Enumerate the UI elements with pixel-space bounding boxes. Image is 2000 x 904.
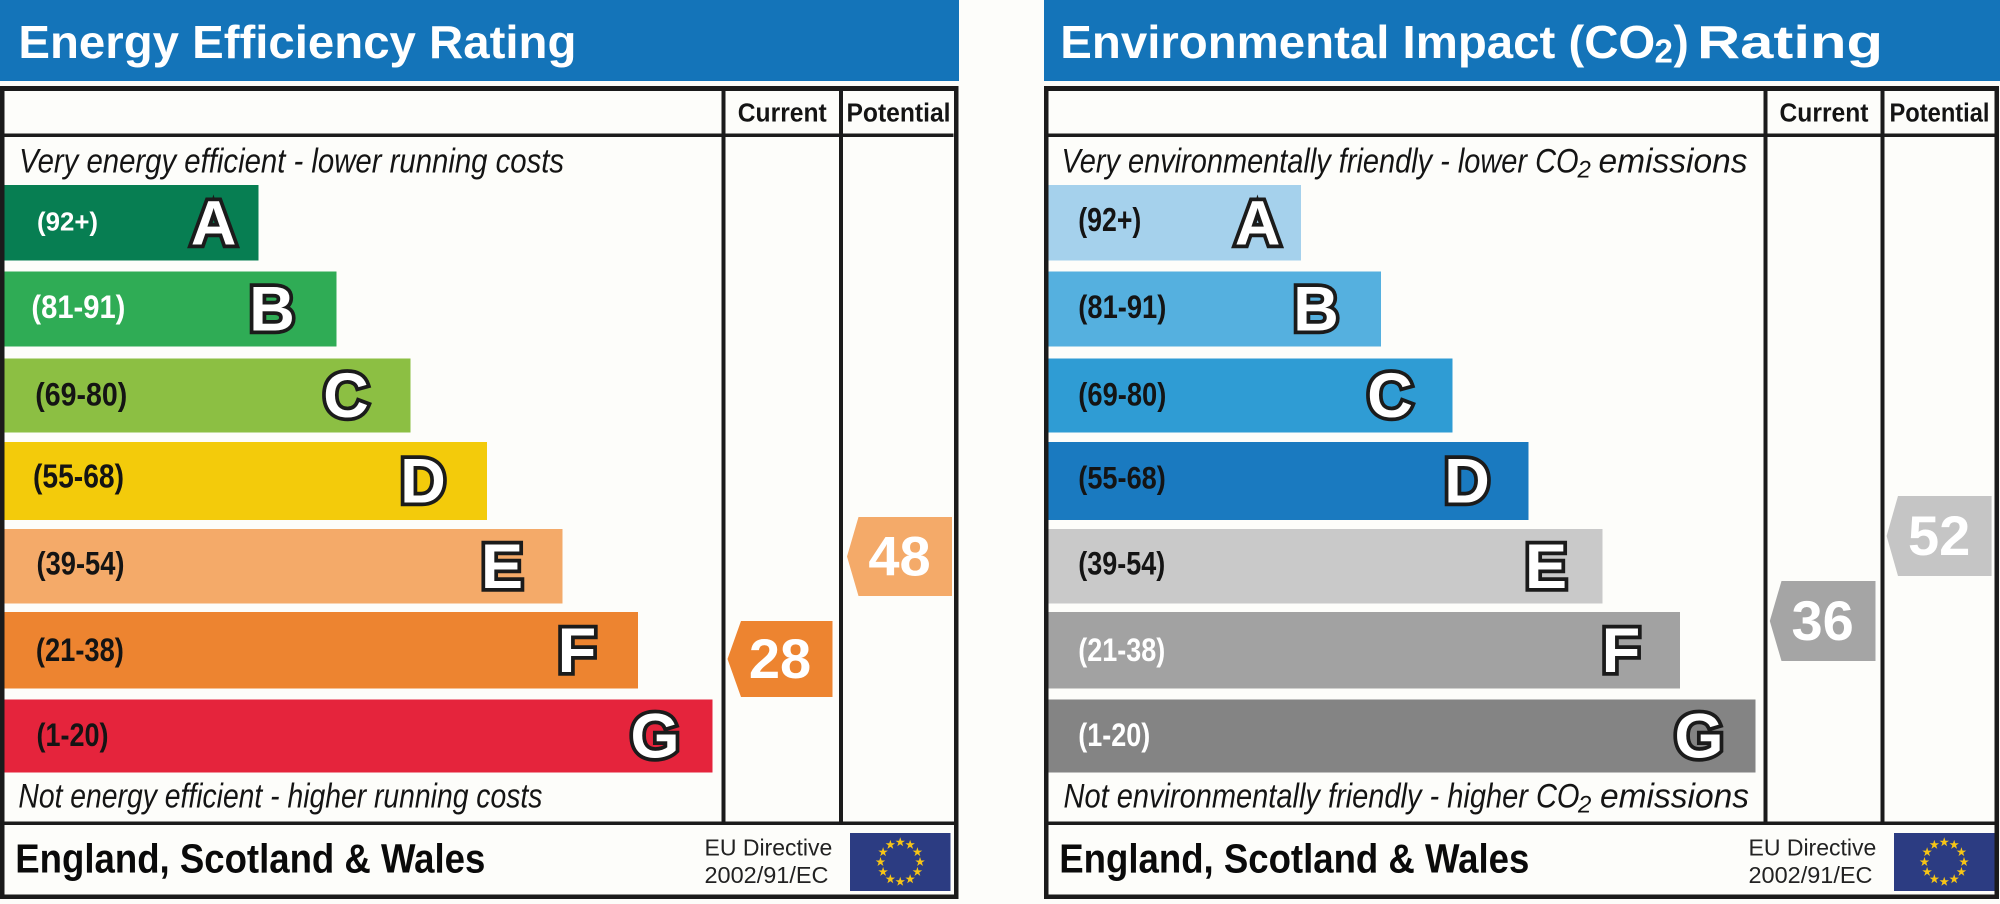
svg-text:36: 36 <box>1792 589 1854 652</box>
svg-text:England, Scotland & Wales: England, Scotland & Wales <box>15 836 485 882</box>
svg-text:2002/91/EC: 2002/91/EC <box>705 862 829 888</box>
svg-text:(92+): (92+) <box>37 207 98 237</box>
svg-text:Not energy efficient - higher: Not energy efficient - higher running co… <box>18 777 542 815</box>
svg-text:48: 48 <box>868 525 930 588</box>
svg-text:D: D <box>400 447 446 517</box>
svg-text:EU Directive: EU Directive <box>705 834 833 860</box>
svg-text:B: B <box>1293 275 1339 345</box>
svg-text:C: C <box>1367 361 1413 431</box>
svg-text:D: D <box>1444 447 1490 517</box>
svg-text:(21-38): (21-38) <box>36 632 124 668</box>
svg-text:2: 2 <box>1577 157 1591 184</box>
svg-text:C: C <box>323 361 369 431</box>
svg-text:A: A <box>191 188 237 258</box>
svg-text:(1-20): (1-20) <box>1078 717 1150 753</box>
svg-text:F: F <box>558 616 596 686</box>
svg-text:(21-38): (21-38) <box>1078 632 1165 668</box>
svg-text:Current: Current <box>738 99 827 127</box>
svg-text:(39-54): (39-54) <box>37 546 125 582</box>
svg-text:(81-91): (81-91) <box>31 289 125 325</box>
svg-text:A: A <box>1235 188 1281 258</box>
svg-text:Not environmentally friendly -: Not environmentally friendly - higher CO <box>1064 777 1580 815</box>
svg-text:Current: Current <box>1780 99 1869 127</box>
svg-text:G: G <box>1674 702 1723 772</box>
svg-text:2002/91/EC: 2002/91/EC <box>1749 862 1873 888</box>
svg-text:(81-91): (81-91) <box>1078 289 1166 325</box>
svg-text:EU Directive: EU Directive <box>1749 834 1877 860</box>
svg-text:Very energy efficient - lower: Very energy efficient - lower running co… <box>19 142 564 180</box>
svg-text:(69-80): (69-80) <box>1078 376 1166 412</box>
svg-text:28: 28 <box>749 627 811 690</box>
svg-text:E: E <box>481 532 523 602</box>
svg-text:Environmental Impact (CO: Environmental Impact (CO <box>1060 16 1655 68</box>
svg-text:emissions: emissions <box>1600 777 1749 815</box>
svg-text:(69-80): (69-80) <box>35 376 127 412</box>
svg-text:England, Scotland & Wales: England, Scotland & Wales <box>1059 836 1529 882</box>
svg-text:E: E <box>1525 532 1567 602</box>
svg-text:(55-68): (55-68) <box>33 457 124 494</box>
svg-text:B: B <box>249 275 295 345</box>
svg-text:(1-20): (1-20) <box>37 717 109 753</box>
svg-text:(39-54): (39-54) <box>1078 546 1165 582</box>
svg-text:(55-68): (55-68) <box>1078 459 1166 495</box>
svg-text:2: 2 <box>1655 33 1673 70</box>
svg-text:Energy Efficiency Rating: Energy Efficiency Rating <box>18 16 576 68</box>
svg-text:Rating: Rating <box>1697 16 1883 68</box>
svg-text:G: G <box>630 702 679 772</box>
svg-text:Potential: Potential <box>847 99 951 127</box>
svg-text:52: 52 <box>1908 504 1970 567</box>
svg-text:Potential: Potential <box>1890 99 1990 127</box>
svg-text:emissions: emissions <box>1599 142 1748 180</box>
svg-text:Very environmentally friendly: Very environmentally friendly - lower CO <box>1062 142 1579 180</box>
svg-text:2: 2 <box>1577 791 1591 818</box>
svg-text:F: F <box>1602 616 1640 686</box>
svg-text:): ) <box>1674 16 1689 68</box>
svg-text:(92+): (92+) <box>1078 201 1141 238</box>
